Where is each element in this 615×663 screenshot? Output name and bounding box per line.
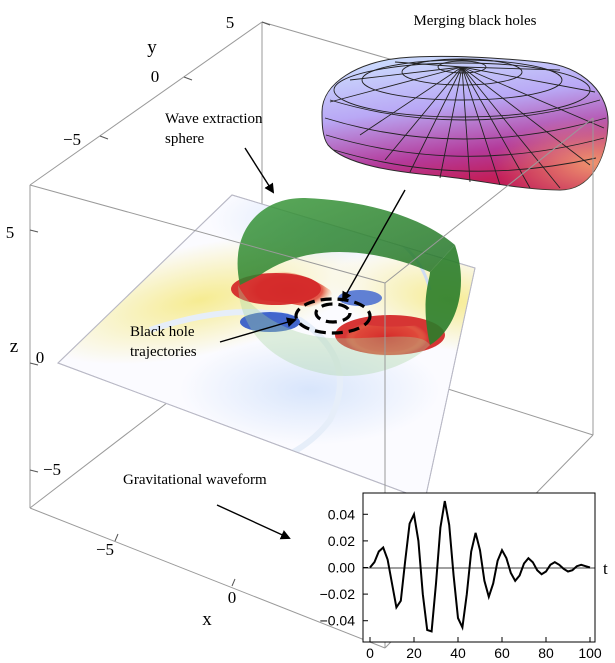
arrow-to-waveform bbox=[216, 504, 291, 540]
z-tick-neg5: −5 bbox=[43, 460, 61, 479]
inset-y-tick-label: −0.04 bbox=[320, 613, 356, 629]
x-axis-label: x bbox=[202, 609, 212, 630]
arrow-to-merger bbox=[342, 189, 406, 302]
extraction-sphere bbox=[237, 197, 461, 376]
y-axis-label: y bbox=[147, 37, 157, 58]
annotation-waveform: Gravitational waveform bbox=[123, 472, 267, 488]
waveform-inset: 0 20 40 60 80 100 0.04 0.02 0.00 −0.02 −… bbox=[320, 492, 608, 661]
annotation-trajectories-line1: Black hole bbox=[130, 324, 195, 340]
x-tick-0: 0 bbox=[228, 588, 237, 607]
inset-x-tick-label: 60 bbox=[494, 645, 510, 661]
inset-x-tick-label: 100 bbox=[578, 645, 602, 661]
annotation-trajectories-line2: trajectories bbox=[130, 344, 197, 360]
inset-tick-marks bbox=[363, 513, 591, 642]
inset-x-tick-label: 80 bbox=[538, 645, 554, 661]
inset-x-tick-label: 0 bbox=[366, 645, 374, 661]
y-tick-neg5: −5 bbox=[63, 130, 81, 149]
z-axis-label: z bbox=[10, 336, 18, 357]
y-tick-0: 0 bbox=[151, 67, 160, 86]
inset-y-tick-labels: 0.04 0.02 0.00 −0.02 −0.04 bbox=[320, 506, 356, 628]
inset-y-tick-label: 0.04 bbox=[328, 506, 355, 522]
bh-trajectories bbox=[294, 297, 372, 335]
y-tick-5: 5 bbox=[226, 13, 235, 32]
z-axis-ticks: 5 0 −5 bbox=[6, 223, 61, 479]
arrow-to-trajectories bbox=[219, 317, 297, 343]
annotation-arrows bbox=[216, 147, 406, 540]
z-tick-0: 0 bbox=[36, 348, 45, 367]
inset-y-tick-label: −0.02 bbox=[320, 586, 356, 602]
annotation-extraction-line2: sphere bbox=[165, 131, 204, 147]
arrow-to-sphere bbox=[244, 147, 275, 194]
z-tick-5: 5 bbox=[6, 223, 15, 242]
annotation-merging: Merging black holes bbox=[413, 13, 536, 29]
annotation-extraction-line1: Wave extraction bbox=[165, 111, 263, 127]
inset-y-tick-label: 0.00 bbox=[328, 560, 355, 576]
inset-y-tick-label: 0.02 bbox=[328, 533, 355, 549]
inset-x-tick-label: 40 bbox=[450, 645, 466, 661]
inset-frame bbox=[362, 492, 596, 643]
waveform-series-line bbox=[369, 500, 591, 633]
merged-horizon bbox=[321, 55, 609, 191]
y-axis-ticks: 5 0 −5 bbox=[63, 13, 234, 149]
inset-x-tick-label: 20 bbox=[406, 645, 422, 661]
inset-x-tick-labels: 0 20 40 60 80 100 bbox=[366, 645, 602, 661]
x-axis-ticks: −5 0 bbox=[96, 540, 236, 607]
inset-x-axis-label: t bbox=[603, 559, 608, 578]
x-tick-neg5: −5 bbox=[96, 540, 114, 559]
box-tick-marks bbox=[29, 21, 271, 587]
